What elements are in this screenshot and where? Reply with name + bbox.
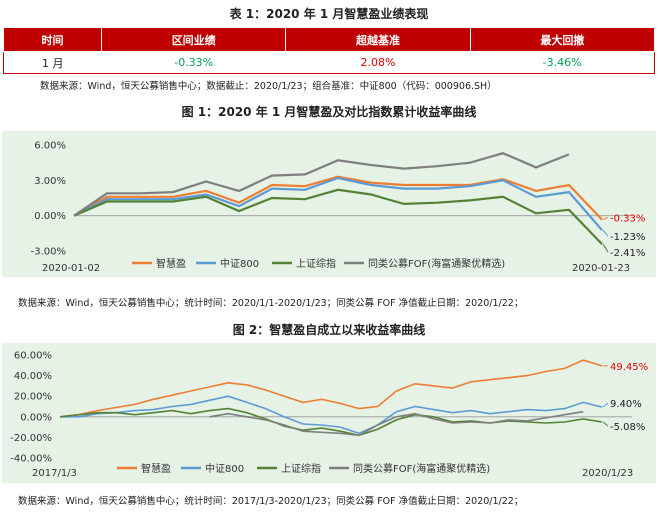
header-return: 区间业绩 <box>101 27 287 52</box>
chart1-title: 图 1：2020 年 1 月智慧盈及对比指数累计收益率曲线 <box>181 105 477 119</box>
end-label-leader <box>602 229 609 237</box>
y-tick-label: 0.00% <box>34 211 66 222</box>
chart2-title: 图 2：智慧盈自成立以来收益率曲线 <box>232 323 426 337</box>
y-tick-label: -20.00% <box>10 433 52 444</box>
y-tick-label: 60.00% <box>14 351 52 362</box>
end-label-leader <box>602 421 609 427</box>
chart2-panel: 60.00% 40.00% 20.00% 0.00% -20.00% -40.00% 49.… <box>2 343 656 483</box>
end-label-leader <box>602 217 609 221</box>
legend-item: 上证综指 <box>281 462 321 475</box>
end-label-leader <box>602 402 609 408</box>
end-label: -0.33% <box>610 214 645 225</box>
chart1-panel: 6.00% 3.00% 0.00% -3.00% -0.33% -1.23% -2.41% 2… <box>2 131 656 277</box>
end-label: 9.40% <box>610 399 642 410</box>
header-period: 时间 <box>2 27 103 52</box>
cell-excess: 2.08% <box>285 51 471 74</box>
series-line-2 <box>73 188 603 245</box>
series-line-1 <box>73 176 603 231</box>
chart2-source: 数据来源：Wind，恒天公募销售中心；统计时间：2017/1/3-2020/1/… <box>18 496 524 507</box>
series-line-2 <box>59 407 603 437</box>
legend-item: 中证800 <box>205 462 244 475</box>
legend-item: 同类公募FOF(海富通聚优精选) <box>368 257 505 270</box>
y-tick-label: 6.00% <box>34 141 66 152</box>
header-drawdown: 最大回撤 <box>469 27 656 52</box>
cell-drawdown: -3.46% <box>470 51 656 74</box>
end-label: -1.23% <box>610 232 645 243</box>
table1-title: 表 1：2020 年 1 月智慧盈业绩表现 <box>229 7 429 21</box>
series-line-1 <box>60 395 603 435</box>
table-row: 1 月 -0.33% 2.08% -3.46% <box>2 51 656 74</box>
chart1-svg: 6.00% 3.00% 0.00% -3.00% -0.33% -1.23% -2.41% 2… <box>31 141 646 275</box>
series-line-0 <box>73 175 603 221</box>
legend-item: 同类公募FOF(海富通聚优精选) <box>353 462 490 475</box>
header-excess: 超越基准 <box>285 27 471 52</box>
y-tick-label: 40.00% <box>14 371 52 382</box>
legend-item: 上证综指 <box>296 257 336 270</box>
table1-source: 数据来源：Wind，恒天公募销售中心；数据截止：2020/1/23；组合基准：中… <box>40 81 497 92</box>
cell-return: -0.33% <box>101 51 286 74</box>
performance-table: 时间 区间业绩 超越基准 最大回撤 1 月 -0.33% 2.08% -3.46… <box>2 27 656 74</box>
end-label: -5.08% <box>610 422 645 433</box>
chart1-source: 数据来源：Wind，恒天公募销售中心；统计时间：2020/1/1-2020/1/… <box>18 298 524 309</box>
legend-item: 智慧盈 <box>141 462 171 475</box>
y-tick-label: -3.00% <box>31 247 66 258</box>
end-label-leader <box>602 243 609 253</box>
cell-period: 1 月 <box>2 51 102 74</box>
y-tick-label: -40.00% <box>10 454 52 465</box>
series-line-3 <box>209 410 584 437</box>
x-tick-label: 2020/1/23 <box>582 468 633 479</box>
x-tick-label: 2017/1/3 <box>32 468 77 479</box>
end-label: 49.45% <box>610 362 648 373</box>
y-tick-label: 20.00% <box>14 392 52 403</box>
y-tick-label: 3.00% <box>34 176 66 187</box>
x-tick-label: 2020-01-23 <box>572 263 630 274</box>
x-tick-label: 2020-01-02 <box>42 263 100 274</box>
table-header-row: 时间 区间业绩 超越基准 最大回撤 <box>2 27 656 52</box>
legend-item: 智慧盈 <box>156 257 186 270</box>
series-line-0 <box>59 359 603 418</box>
end-label: -2.41% <box>610 248 645 259</box>
series-line-3 <box>73 152 570 217</box>
chart2-svg: 60.00% 40.00% 20.00% 0.00% -20.00% -40.00% 49.… <box>10 351 648 480</box>
y-tick-label: 0.00% <box>20 412 52 423</box>
legend-item: 中证800 <box>220 257 259 270</box>
